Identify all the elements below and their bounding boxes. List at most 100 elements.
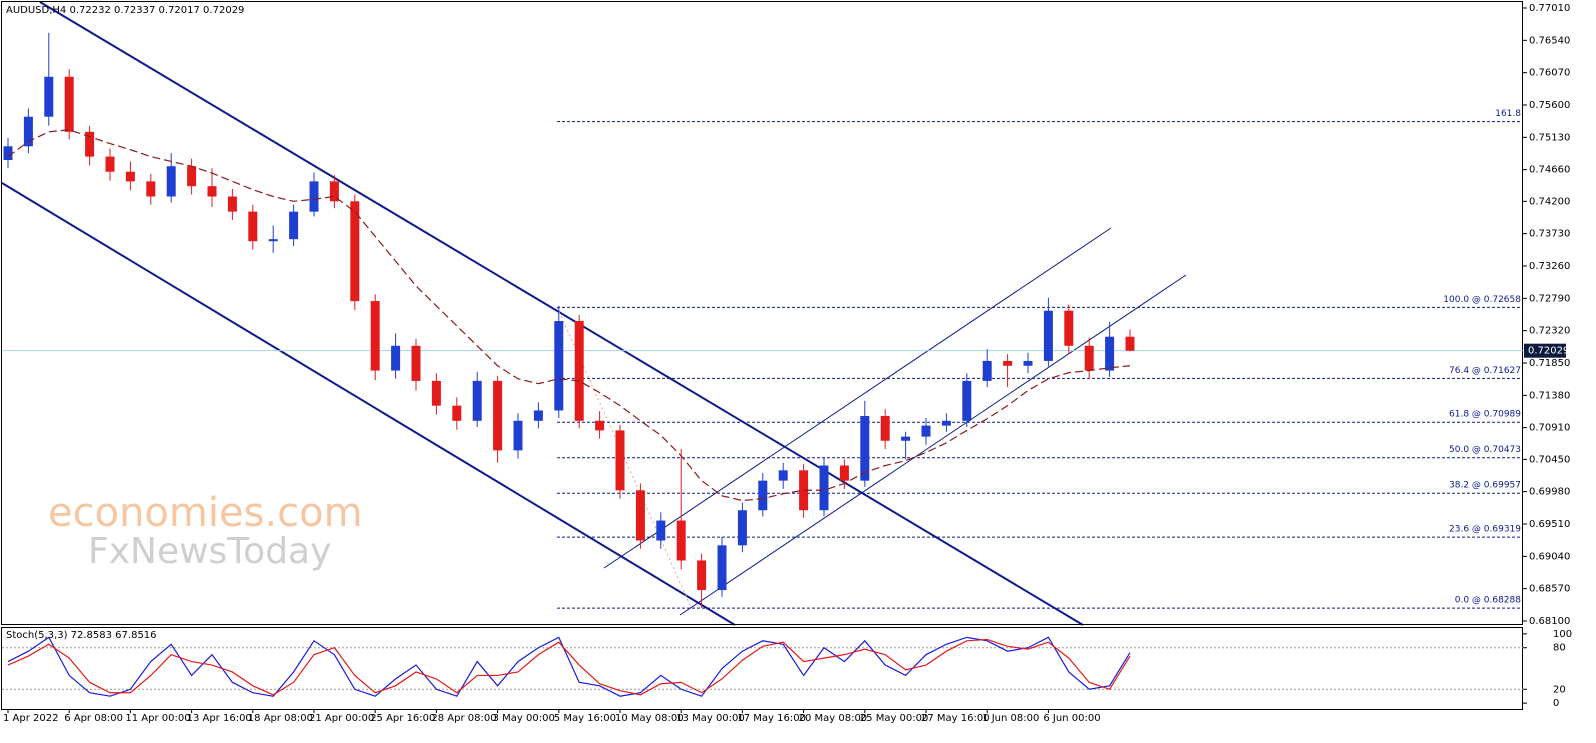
- candle-body: [350, 201, 360, 302]
- x-tick-label: 1 Jun 08:00: [982, 713, 1039, 724]
- candle-body: [1003, 360, 1013, 366]
- candle-body: [921, 425, 931, 437]
- last-price-box: [1524, 343, 1566, 358]
- channel-line: [679, 274, 1187, 616]
- y-tick-label: 80: [1553, 643, 1566, 654]
- candle-body: [941, 420, 951, 426]
- fibo-trend: [556, 306, 691, 606]
- x-tick-label: 25 May 00:00: [860, 713, 929, 724]
- fibo-label: 0.0 @ 0.68288: [1455, 596, 1522, 606]
- x-tick-label: 5 May 16:00: [554, 713, 616, 724]
- candle-body: [370, 301, 380, 371]
- y-tick-label: 0.75600: [1529, 100, 1570, 111]
- x-tick-label: 27 May 16:00: [921, 713, 990, 724]
- candle-body: [901, 436, 911, 441]
- candle-body: [839, 465, 849, 481]
- y-tick-label: 0.76070: [1529, 68, 1570, 79]
- stoch-line: [7, 638, 1131, 696]
- y-tick-label: 0.70450: [1529, 454, 1570, 465]
- y-tick-label: 0.76540: [1529, 35, 1570, 46]
- candle-body: [595, 420, 605, 431]
- candle-body: [493, 380, 503, 451]
- candle-body: [44, 76, 54, 117]
- candle-body: [758, 480, 768, 511]
- y-tick-label: 0.72790: [1529, 293, 1570, 304]
- y-tick-label: 0.71380: [1529, 390, 1570, 401]
- candle-body: [1023, 360, 1033, 366]
- y-tick-label: 20: [1553, 684, 1566, 695]
- candle-body: [778, 470, 788, 481]
- x-tick-label: 6 Jun 00:00: [1043, 713, 1100, 724]
- fibo-label: 38.2 @ 0.69957: [1449, 481, 1521, 491]
- candle-body: [676, 520, 686, 561]
- candle-body: [656, 520, 666, 541]
- candle-body: [513, 420, 523, 451]
- y-tick-label: 0: [1553, 698, 1559, 709]
- candle-body: [309, 181, 319, 212]
- candle-body: [23, 116, 33, 147]
- x-tick-label: 1 Apr 2022: [3, 713, 58, 724]
- fibo-label: 61.8 @ 0.70989: [1449, 410, 1521, 420]
- y-tick-label: 0.73260: [1529, 261, 1570, 272]
- y-tick-label: 0.70910: [1529, 423, 1570, 434]
- candle-body: [187, 166, 197, 187]
- x-tick-label: 13 May 00:00: [676, 713, 745, 724]
- candle-body: [1043, 310, 1053, 361]
- x-tick-label: 28 Apr 08:00: [431, 713, 496, 724]
- y-tick-label: 0.71850: [1529, 358, 1570, 369]
- candle-body: [615, 430, 625, 491]
- candle-body: [125, 171, 135, 182]
- y-tick-label: 0.68570: [1529, 584, 1570, 595]
- channel-line: [603, 227, 1112, 569]
- x-tick-label: 13 Apr 16:00: [187, 713, 252, 724]
- x-tick-label: 17 May 16:00: [737, 713, 806, 724]
- candle-body: [554, 321, 564, 411]
- candle-body: [3, 146, 13, 161]
- y-tick-label: 0.77010: [1529, 3, 1570, 14]
- channel-line: [39, 1, 1084, 626]
- y-tick-label: 0.69510: [1529, 519, 1570, 530]
- candle-body: [268, 239, 278, 242]
- candle-body: [533, 410, 543, 421]
- fibo-label: 161.8: [1495, 109, 1521, 119]
- indicator-title: Stoch(5,3,3) 72.8583 67.8516: [6, 630, 157, 641]
- x-tick-label: 11 Apr 00:00: [125, 713, 190, 724]
- last-price-label: 0.72029: [1528, 346, 1569, 357]
- channel-line: [1, 182, 736, 626]
- candle-body: [1125, 336, 1135, 351]
- candle-body: [962, 380, 972, 421]
- fibo-label: 50.0 @ 0.70473: [1449, 445, 1521, 455]
- candle-body: [982, 360, 992, 381]
- candle-body: [1064, 310, 1074, 346]
- watermark: economies.com FxNewsToday: [48, 490, 363, 572]
- candle-body: [411, 345, 421, 381]
- x-tick-label: 25 Apr 16:00: [370, 713, 435, 724]
- y-tick-label: 0.68100: [1529, 616, 1570, 627]
- candle-body: [452, 405, 462, 421]
- candle-body: [207, 186, 217, 197]
- fibo-label: 23.6 @ 0.69319: [1449, 525, 1521, 535]
- candle-body: [697, 560, 707, 591]
- candle-body: [391, 345, 401, 371]
- candle-body: [635, 490, 645, 541]
- candle-body: [472, 380, 482, 421]
- candle-body: [819, 465, 829, 511]
- y-tick-label: 0.75130: [1529, 132, 1570, 143]
- candle-body: [64, 76, 74, 132]
- fibo-label: 100.0 @ 0.72658: [1443, 295, 1521, 305]
- candle-body: [880, 415, 890, 441]
- candle-body: [1084, 345, 1094, 371]
- x-tick-label: 10 May 08:00: [615, 713, 684, 724]
- x-tick-label: 20 May 08:00: [799, 713, 868, 724]
- y-tick-label: 0.72320: [1529, 326, 1570, 337]
- x-tick-label: 21 Apr 00:00: [309, 713, 374, 724]
- y-tick-label: 0.69980: [1529, 487, 1570, 498]
- x-tick-label: 3 May 00:00: [493, 713, 555, 724]
- candle-body: [1105, 336, 1115, 371]
- y-tick-label: 100: [1553, 629, 1572, 640]
- candle-body: [227, 196, 237, 212]
- candle-body: [85, 131, 95, 157]
- candle-body: [431, 380, 441, 406]
